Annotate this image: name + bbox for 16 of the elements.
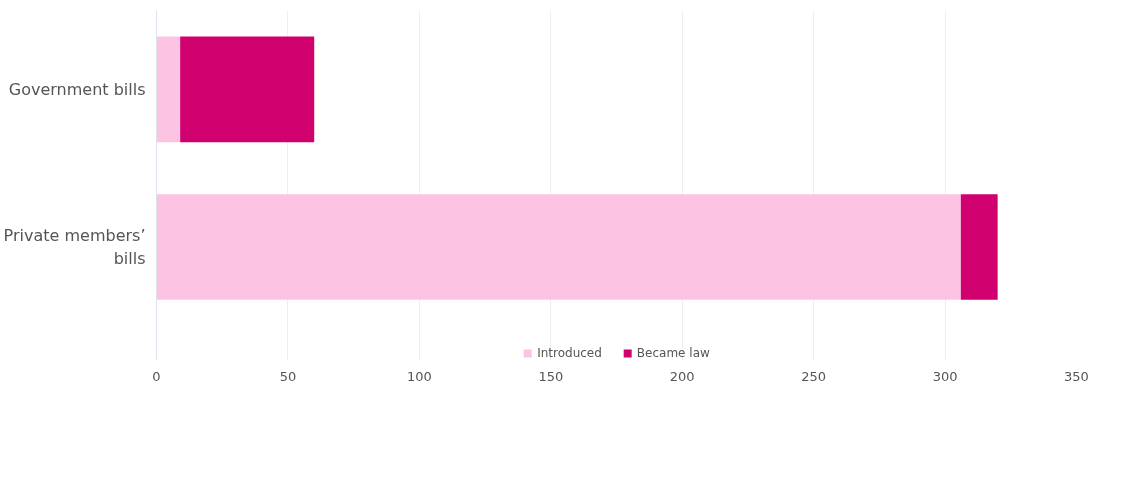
x-tick-label: 100 <box>406 368 432 384</box>
y-tick-label: Government bills <box>8 79 146 99</box>
bar <box>156 194 961 300</box>
x-tick-label: 150 <box>538 368 564 384</box>
bar <box>960 194 998 300</box>
legend-label: Became law <box>636 346 710 360</box>
bar <box>156 36 181 143</box>
x-tick-label: 50 <box>279 368 297 384</box>
legend-label: Introduced <box>537 346 602 360</box>
x-tick-label: 200 <box>669 368 695 384</box>
x-tick-label: 350 <box>1064 368 1089 384</box>
x-tick-label: 300 <box>932 368 958 384</box>
x-tick-label: 0 <box>152 368 161 384</box>
bar <box>180 36 315 143</box>
x-tick-label: 250 <box>801 368 827 384</box>
y-tick-label: Private members’ bills <box>3 226 146 268</box>
